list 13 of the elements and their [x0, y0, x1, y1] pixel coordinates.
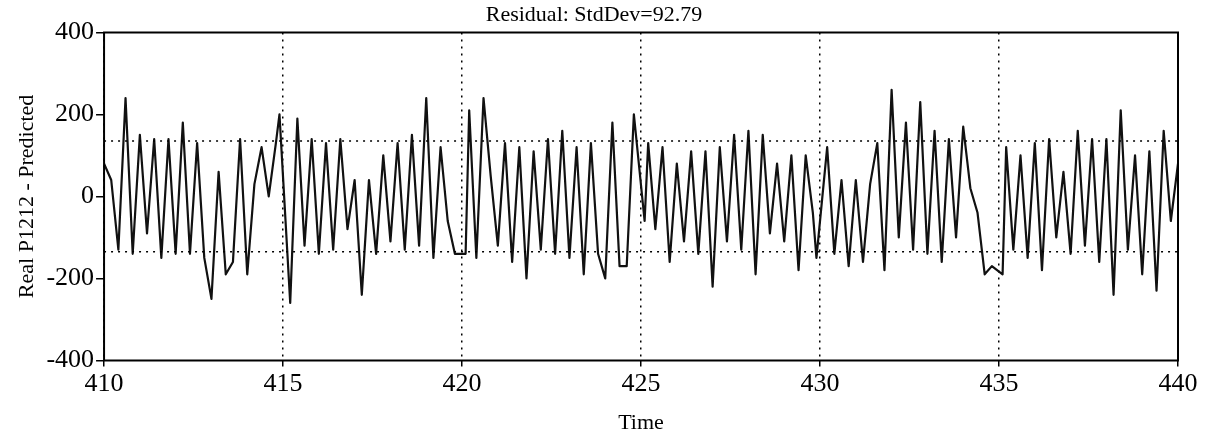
y-tick-label: 400	[55, 16, 95, 46]
x-tick-label: 415	[263, 367, 303, 397]
x-tick-label: 425	[621, 367, 661, 397]
x-tick-label: 440	[1158, 367, 1198, 397]
y-tick-label: 200	[55, 98, 95, 128]
x-tick-label: 430	[800, 367, 840, 397]
x-axis-title: Time	[618, 408, 664, 434]
y-tick-label: 0	[81, 180, 95, 210]
chart-title: Residual: StdDev=92.79	[485, 0, 703, 26]
x-tick-label: 435	[979, 367, 1019, 397]
x-tick-label: 420	[442, 367, 482, 397]
y-tick-label: -200	[46, 262, 95, 292]
y-axis-title: Real P1212 - Predicted	[12, 94, 38, 299]
